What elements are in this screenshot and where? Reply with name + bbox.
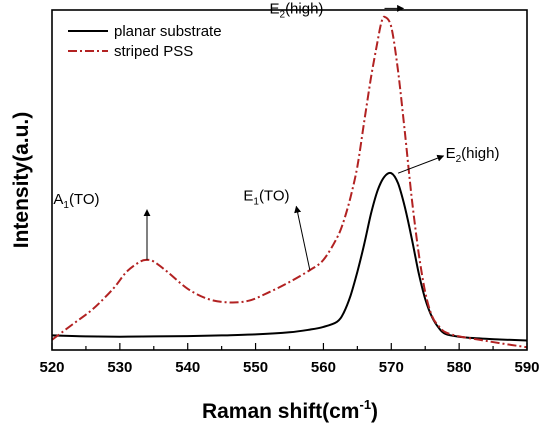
x-tick-label: 590 [514,359,539,376]
x-tick-label: 580 [447,359,472,376]
annotation-e2-pss: E2(high) [269,0,323,20]
annotation-e1: E1(TO) [243,187,289,207]
x-tick-label: 520 [39,359,64,376]
series-line-planar-substrate [51,171,528,342]
series-line-striped-pss [51,15,528,349]
x-axis-title-superscript: -1 [359,397,371,412]
x-tick-label: 570 [379,359,404,376]
annotation-e2-planar: E2(high) [446,145,500,165]
annotation-arrow-e2-planar [397,154,445,174]
annotation-a1: A1(TO) [53,191,99,211]
x-tick-label: 540 [175,359,200,376]
legend-label-striped-pss: striped PSS [114,43,193,60]
y-axis-title: Intensity(a.u.) [10,112,33,249]
plot-frame [51,9,528,351]
x-tick-label: 550 [243,359,268,376]
legend: planar substrate striped PSS [68,23,222,60]
x-tick-label: 530 [107,359,132,376]
x-tick-label: 560 [311,359,336,376]
x-axis-title: Raman shift(cm-1) [202,397,378,423]
annotation-arrow-e1 [294,205,311,271]
legend-label-planar-substrate: planar substrate [114,23,222,40]
